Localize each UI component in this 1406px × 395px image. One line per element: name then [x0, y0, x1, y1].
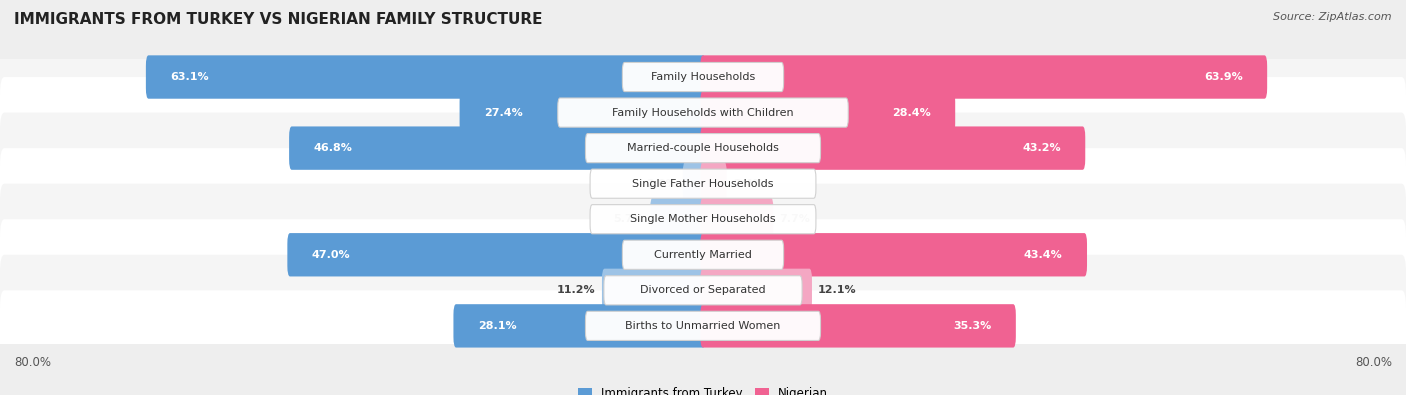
FancyBboxPatch shape: [605, 276, 801, 305]
FancyBboxPatch shape: [0, 290, 1406, 361]
Text: 2.4%: 2.4%: [733, 179, 763, 189]
Text: 28.4%: 28.4%: [891, 107, 931, 118]
FancyBboxPatch shape: [700, 269, 813, 312]
Legend: Immigrants from Turkey, Nigerian: Immigrants from Turkey, Nigerian: [578, 387, 828, 395]
FancyBboxPatch shape: [287, 233, 706, 276]
Text: Births to Unmarried Women: Births to Unmarried Women: [626, 321, 780, 331]
FancyBboxPatch shape: [700, 304, 1015, 348]
Text: Single Father Households: Single Father Households: [633, 179, 773, 189]
FancyBboxPatch shape: [0, 77, 1406, 148]
Text: Divorced or Separated: Divorced or Separated: [640, 285, 766, 295]
FancyBboxPatch shape: [290, 126, 706, 170]
Text: 28.1%: 28.1%: [478, 321, 516, 331]
Text: Family Households: Family Households: [651, 72, 755, 82]
Text: 80.0%: 80.0%: [1355, 356, 1392, 369]
Text: 63.1%: 63.1%: [170, 72, 209, 82]
FancyBboxPatch shape: [591, 205, 815, 234]
FancyBboxPatch shape: [0, 113, 1406, 184]
FancyBboxPatch shape: [0, 148, 1406, 219]
Text: 35.3%: 35.3%: [953, 321, 991, 331]
FancyBboxPatch shape: [585, 134, 821, 163]
Text: Single Mother Households: Single Mother Households: [630, 214, 776, 224]
FancyBboxPatch shape: [700, 198, 773, 241]
Text: 47.0%: 47.0%: [312, 250, 350, 260]
Text: 11.2%: 11.2%: [557, 285, 596, 295]
FancyBboxPatch shape: [0, 219, 1406, 290]
Text: 43.2%: 43.2%: [1022, 143, 1060, 153]
FancyBboxPatch shape: [0, 184, 1406, 255]
Text: 27.4%: 27.4%: [484, 107, 523, 118]
Text: 43.4%: 43.4%: [1024, 250, 1063, 260]
Text: 80.0%: 80.0%: [14, 356, 51, 369]
FancyBboxPatch shape: [0, 41, 1406, 113]
FancyBboxPatch shape: [623, 240, 783, 269]
Text: IMMIGRANTS FROM TURKEY VS NIGERIAN FAMILY STRUCTURE: IMMIGRANTS FROM TURKEY VS NIGERIAN FAMIL…: [14, 12, 543, 27]
FancyBboxPatch shape: [700, 162, 727, 205]
FancyBboxPatch shape: [700, 91, 955, 134]
Text: 7.7%: 7.7%: [779, 214, 810, 224]
FancyBboxPatch shape: [650, 198, 706, 241]
FancyBboxPatch shape: [623, 62, 783, 92]
FancyBboxPatch shape: [700, 126, 1085, 170]
Text: 5.7%: 5.7%: [613, 214, 644, 224]
FancyBboxPatch shape: [683, 162, 706, 205]
Text: Currently Married: Currently Married: [654, 250, 752, 260]
FancyBboxPatch shape: [602, 269, 706, 312]
Text: Family Households with Children: Family Households with Children: [612, 107, 794, 118]
FancyBboxPatch shape: [146, 55, 706, 99]
FancyBboxPatch shape: [558, 98, 848, 127]
Text: 2.0%: 2.0%: [645, 179, 676, 189]
FancyBboxPatch shape: [591, 169, 815, 198]
Text: 12.1%: 12.1%: [818, 285, 856, 295]
Text: Married-couple Households: Married-couple Households: [627, 143, 779, 153]
Text: 63.9%: 63.9%: [1204, 72, 1243, 82]
FancyBboxPatch shape: [700, 55, 1267, 99]
FancyBboxPatch shape: [453, 304, 706, 348]
Text: Source: ZipAtlas.com: Source: ZipAtlas.com: [1274, 12, 1392, 22]
FancyBboxPatch shape: [700, 233, 1087, 276]
FancyBboxPatch shape: [585, 311, 821, 340]
Text: 46.8%: 46.8%: [314, 143, 353, 153]
FancyBboxPatch shape: [0, 255, 1406, 326]
FancyBboxPatch shape: [460, 91, 706, 134]
